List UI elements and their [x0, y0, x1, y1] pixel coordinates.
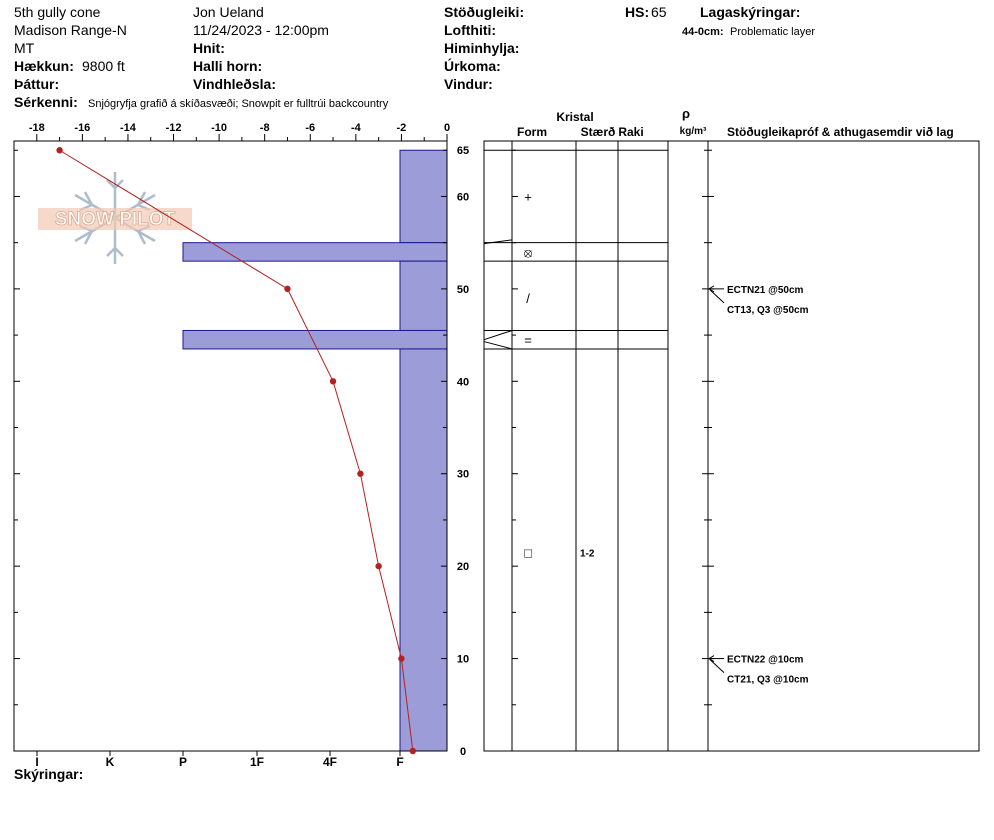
hardness-layer-bar — [399, 260, 448, 331]
crystal-form-symbol: + — [524, 189, 532, 204]
temperature-point — [329, 378, 337, 385]
temp-tick-label: 0 — [444, 122, 450, 134]
layer-connector — [483, 239, 513, 245]
slope-label: Halli horn: — [193, 58, 263, 74]
stability-test-note: ECTN21 @50cm — [727, 285, 804, 296]
hardness-label: I — [35, 755, 38, 769]
hardness-layer-bar — [182, 242, 448, 262]
temperature-point — [375, 562, 382, 570]
state: MT — [14, 40, 35, 56]
temperature-point — [409, 747, 417, 755]
wind-label: Vindur: — [444, 76, 493, 92]
remarks-label: Sérkenni: — [14, 94, 78, 110]
temp-tick-label: -10 — [211, 122, 227, 134]
temperature-point — [56, 147, 63, 154]
layer-connector — [483, 341, 513, 350]
crystal-header: Kristal — [556, 110, 593, 124]
hardness-label: K — [106, 755, 115, 769]
stability-label: Stöðugleiki: — [444, 4, 525, 20]
temperature-line — [59, 149, 414, 752]
table-frame — [483, 140, 980, 752]
depth-tick-label: 30 — [457, 469, 469, 481]
hardness-label: F — [396, 755, 403, 769]
hardness-label: 1F — [250, 755, 264, 769]
air-temp-label: Lofthiti: — [444, 22, 497, 38]
plot-frame — [13, 140, 448, 752]
size-header: Stærð — [581, 125, 616, 139]
depth-tick-label: 20 — [457, 561, 469, 573]
test-arrow — [709, 289, 725, 304]
elevation-label: Hækkun: — [14, 58, 74, 74]
depth-tick-label: 50 — [457, 284, 469, 296]
temp-tick-label: -4 — [351, 122, 362, 134]
crystal-form-symbol: = — [524, 333, 532, 348]
stability-test-note: CT21, Q3 @10cm — [727, 675, 809, 686]
legend-label: Skýringar: — [14, 766, 84, 782]
elevation-value: 9800 ft — [82, 58, 125, 74]
layer-notes-label: Lagaskýringar: — [700, 4, 801, 20]
temp-tick-label: -8 — [260, 122, 270, 134]
rho-header: ρ — [682, 106, 690, 121]
temp-tick-label: -16 — [74, 122, 90, 134]
precip-label: Úrkoma: — [444, 58, 501, 74]
temp-tick-label: -6 — [305, 122, 315, 134]
crystal-size: 1-2 — [580, 548, 595, 559]
wind-loading-label: Vindhleðsla: — [193, 76, 276, 92]
temp-tick-label: -18 — [29, 122, 45, 134]
tests-header: Stöðugleikapróf & athugasemdir við lag — [727, 125, 954, 139]
sky-label: Himinhylja: — [444, 40, 520, 56]
temp-tick-label: -12 — [166, 122, 182, 134]
crystal-form-symbol: ⦻ — [524, 245, 533, 260]
depth-tick-label: 65 — [457, 145, 469, 157]
crystal-form-symbol: □ — [524, 545, 532, 560]
hardness-layer-bar — [182, 329, 448, 350]
layer-connector — [483, 329, 513, 341]
temperature-point — [284, 285, 291, 293]
stability-test-note: CT13, Q3 @50cm — [727, 305, 809, 316]
hardness-layer-bar — [399, 348, 448, 752]
hardness-label: 4F — [323, 755, 337, 769]
aspect-label: Þáttur: — [14, 76, 60, 92]
layer-note-text: Problematic layer — [730, 26, 815, 38]
crystal-form-symbol: / — [526, 291, 530, 306]
temp-tick-label: -14 — [120, 122, 137, 134]
logo-text: SNOW PILOT — [55, 209, 176, 230]
datetime: 11/24/2023 - 12:00pm — [193, 22, 329, 38]
depth-tick-label: 10 — [457, 654, 469, 666]
density-unit-header: kg/m³ — [680, 126, 707, 137]
temperature-point — [398, 655, 405, 662]
temp-tick-label: -2 — [397, 122, 407, 134]
hardness-layer-bar — [399, 149, 448, 244]
test-arrow — [709, 659, 725, 673]
depth-tick-label: 40 — [457, 376, 469, 388]
depth-tick-label: 60 — [457, 191, 469, 203]
hs-label: HS: — [625, 4, 650, 20]
observer: Jon Ueland — [193, 4, 264, 20]
temperature-point — [357, 470, 364, 477]
range: Madison Range-N — [14, 22, 127, 38]
hs-value: 65 — [651, 4, 667, 20]
remarks-value: Snjógryfja grafið á skíðasvæði; Snowpit … — [88, 98, 389, 110]
coords-label: Hnit: — [193, 40, 225, 56]
layer-note-depth: 44-0cm: — [682, 26, 724, 38]
location: 5th gully cone — [14, 4, 101, 20]
moisture-header: Raki — [618, 125, 643, 139]
stability-test-note: ECTN22 @10cm — [727, 655, 804, 666]
hardness-label: P — [179, 755, 187, 769]
test-arrow-head — [708, 655, 715, 663]
snowpilot-logo: SNOW PILOT — [38, 172, 192, 264]
form-header: Form — [517, 125, 547, 139]
test-arrow-head — [708, 285, 715, 293]
depth-tick-label: 0 — [460, 746, 466, 758]
